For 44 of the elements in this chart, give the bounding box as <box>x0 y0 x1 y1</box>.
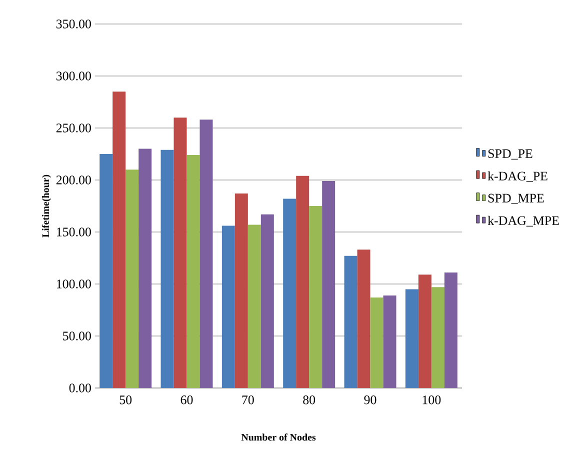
bar <box>234 194 248 388</box>
y-tick-label: 300.00 <box>56 72 91 80</box>
x-tick-label: 50 <box>120 396 132 404</box>
y-tick-label: 350.00 <box>56 20 91 28</box>
bar <box>186 155 200 388</box>
legend-label: k-DAG_PE <box>488 171 548 182</box>
bar <box>160 150 174 388</box>
legend-label: SPD_MPE <box>488 194 544 204</box>
x-tick-label: 100 <box>422 396 441 404</box>
bar <box>283 198 296 388</box>
y-tick-label: 250.00 <box>56 124 91 132</box>
x-tick-label: 80 <box>303 396 316 404</box>
bar <box>222 226 235 388</box>
bar <box>248 224 261 388</box>
bar <box>444 272 458 388</box>
bar <box>344 256 358 388</box>
y-tick-label: 100.00 <box>57 280 91 288</box>
y-tick-label: 0.00 <box>69 384 91 392</box>
legend-label: k-DAG_MPE <box>488 216 559 226</box>
bar <box>383 295 396 388</box>
y-tick-label: 200.00 <box>56 176 91 184</box>
bar <box>126 170 139 388</box>
x-tick-label: 90 <box>364 396 376 404</box>
x-tick-label: 60 <box>180 396 193 404</box>
y-tick-label: 150.00 <box>57 228 91 236</box>
bar <box>296 176 310 388</box>
bar <box>418 274 432 388</box>
bar <box>322 181 336 388</box>
x-tick-label: 70 <box>242 396 254 404</box>
bar <box>431 287 444 388</box>
bar <box>370 298 384 388</box>
bar <box>309 206 322 388</box>
bar <box>200 120 213 388</box>
bar <box>100 154 113 388</box>
bar <box>174 118 187 388</box>
bar <box>112 92 126 388</box>
legend-label: SPD_PE <box>488 149 532 160</box>
y-tick-label: 50.00 <box>63 332 91 340</box>
y-axis-title: Lifetime(hour) <box>42 174 52 238</box>
bar <box>260 214 274 388</box>
bar <box>357 250 370 388</box>
bar <box>405 289 418 388</box>
bar <box>138 148 152 388</box>
x-axis-title: Number of Nodes <box>241 434 316 441</box>
